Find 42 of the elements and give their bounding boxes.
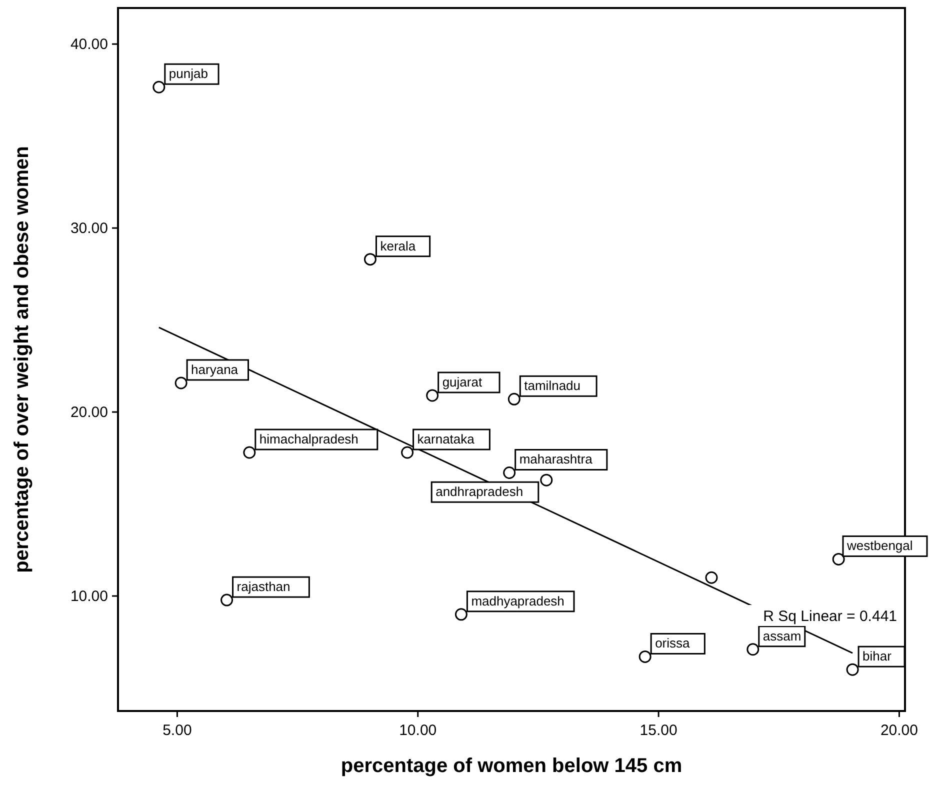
- point: [401, 446, 414, 459]
- annotation: andhrapradesh: [436, 484, 524, 500]
- point: [832, 552, 845, 566]
- y-tick-label: 20.00: [70, 404, 108, 422]
- annotation: himachalpradesh: [259, 432, 358, 447]
- annotation: bihar: [862, 648, 892, 664]
- point: [364, 253, 376, 266]
- annotation: maharashtra: [519, 452, 594, 467]
- x-tick-label: 10.00: [399, 722, 437, 739]
- point: [540, 474, 553, 486]
- annotation: haryana: [191, 362, 239, 377]
- annotation: westbengal: [846, 538, 913, 554]
- point: [243, 446, 256, 459]
- point: [152, 80, 166, 94]
- y-tick-label: 10.00: [70, 588, 108, 606]
- annotation: orissa: [655, 636, 691, 651]
- point: [426, 389, 439, 402]
- annotation: gujarat: [442, 374, 482, 390]
- annotation: rajasthan: [236, 579, 290, 594]
- point: [508, 392, 520, 406]
- x-tick-label: 5.00: [162, 722, 192, 739]
- annotation: assam: [762, 628, 802, 644]
- x-tick-label: 15.00: [640, 722, 678, 739]
- annotation: punjab: [168, 66, 208, 82]
- annotation: karnataka: [417, 432, 476, 447]
- point: [638, 650, 652, 663]
- x-axis-title: percentage of women below 145 cm: [340, 755, 682, 777]
- y-axis-title: percentage of over weight and obese women: [11, 146, 33, 573]
- x-tick-label: 20.00: [880, 722, 918, 739]
- annotation: kerala: [380, 238, 416, 254]
- annotation: madhyapradesh: [471, 593, 564, 608]
- annotation: R Sq Linear = 0.441: [763, 608, 897, 625]
- point: [454, 608, 468, 621]
- annotation: tamilnadu: [524, 378, 581, 394]
- point: [503, 466, 516, 479]
- point: [846, 663, 859, 676]
- point: [705, 571, 718, 584]
- point: [746, 643, 760, 656]
- point: [220, 594, 234, 606]
- y-tick-label: 30.00: [70, 220, 108, 238]
- point: [174, 376, 188, 390]
- y-tick-label: 40.00: [70, 36, 108, 54]
